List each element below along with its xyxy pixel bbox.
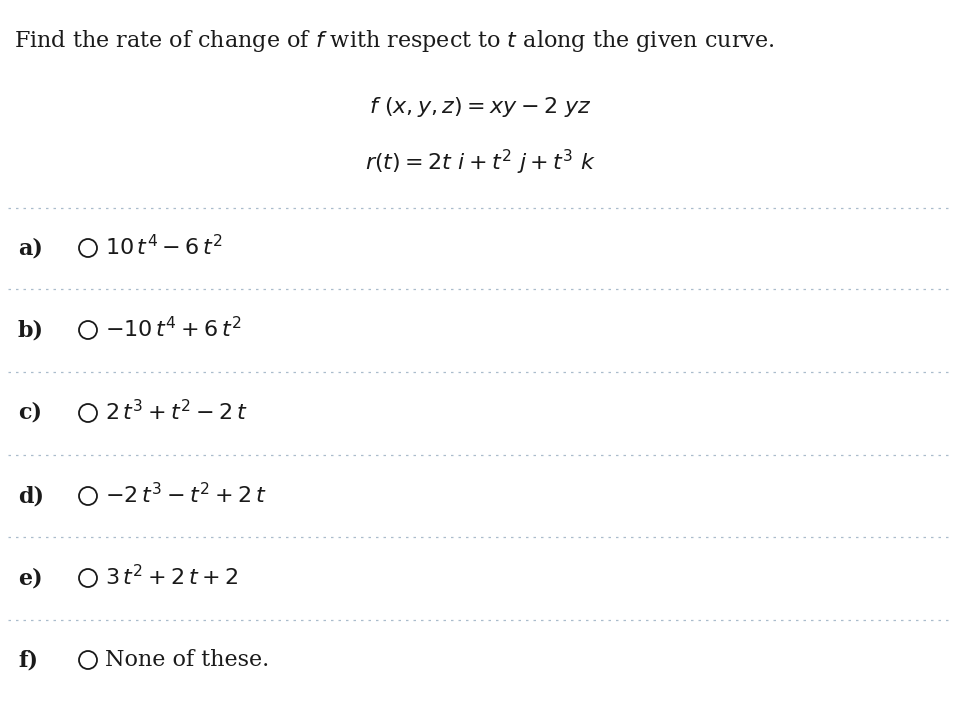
Text: $10\,t^4 - 6\,t^2$: $10\,t^4 - 6\,t^2$ [105,236,223,261]
Text: $r(t) = 2t\ i + t^2\ j + t^3\ k$: $r(t) = 2t\ i + t^2\ j + t^3\ k$ [365,148,595,177]
Text: $-2\,t^3 - t^2 + 2\,t$: $-2\,t^3 - t^2 + 2\,t$ [105,483,267,508]
Text: Find the rate of change of $f$ with respect to $t$ along the given curve.: Find the rate of change of $f$ with resp… [14,28,775,54]
Text: e): e) [18,567,42,589]
Text: f): f) [18,649,38,671]
Text: d): d) [18,485,44,507]
Text: $f\ (x, y, z) = xy - 2\ yz$: $f\ (x, y, z) = xy - 2\ yz$ [369,95,591,119]
Text: $-10\,t^4 + 6\,t^2$: $-10\,t^4 + 6\,t^2$ [105,317,242,342]
Text: a): a) [18,237,43,259]
Text: c): c) [18,402,42,424]
Text: b): b) [18,319,44,341]
Text: None of these.: None of these. [105,649,269,671]
Text: $3\,t^2 + 2\,t + 2$: $3\,t^2 + 2\,t + 2$ [105,565,238,591]
Text: $2\,t^3 + t^2 - 2\,t$: $2\,t^3 + t^2 - 2\,t$ [105,401,248,426]
